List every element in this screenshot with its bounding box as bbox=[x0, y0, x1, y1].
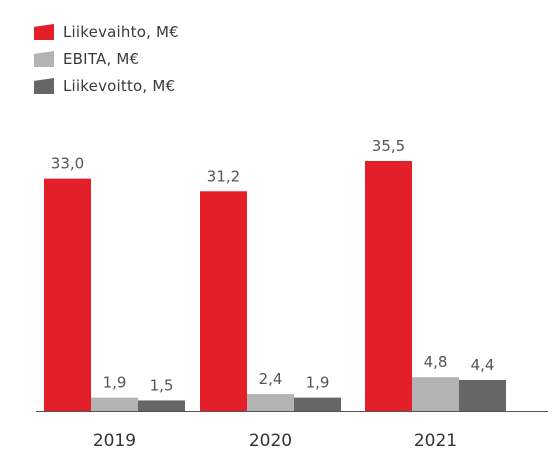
bar-liikevoitto-2020 bbox=[294, 397, 341, 411]
bar-liikevaihto-2021 bbox=[365, 161, 412, 411]
data-label-liikevaihto-2019: 33,0 bbox=[51, 155, 84, 173]
legend-item-ebita: EBITA, M€ bbox=[34, 47, 179, 71]
data-label-ebita-2020: 2,4 bbox=[259, 370, 283, 388]
x-tick-label-2020: 2020 bbox=[249, 431, 292, 451]
data-label-liikevaihto-2020: 31,2 bbox=[207, 167, 240, 185]
bar-ebita-2019 bbox=[91, 397, 138, 411]
chart-legend: Liikevaihto, M€ EBITA, M€ Liikevoitto, M… bbox=[34, 20, 179, 101]
legend-label-liikevaihto: Liikevaihto, M€ bbox=[63, 23, 179, 41]
x-tick-label-2019: 2019 bbox=[93, 431, 136, 451]
legend-label-ebita: EBITA, M€ bbox=[63, 50, 140, 68]
data-label-liikevoitto-2019: 1,5 bbox=[150, 376, 174, 394]
bar-liikevaihto-2020 bbox=[200, 191, 247, 411]
data-label-liikevoitto-2020: 1,9 bbox=[306, 374, 330, 392]
bar-ebita-2020 bbox=[247, 394, 294, 411]
bar-ebita-2021 bbox=[412, 377, 459, 411]
legend-swatch-liikevoitto bbox=[34, 78, 54, 94]
bar-liikevoitto-2019 bbox=[138, 400, 185, 411]
x-tick-label-2021: 2021 bbox=[414, 431, 457, 451]
legend-item-liikevoitto: Liikevoitto, M€ bbox=[34, 74, 179, 98]
bar-liikevaihto-2019 bbox=[44, 178, 91, 411]
legend-item-liikevaihto: Liikevaihto, M€ bbox=[34, 20, 179, 44]
bar-liikevoitto-2021 bbox=[459, 380, 506, 411]
data-label-ebita-2019: 1,9 bbox=[103, 374, 127, 392]
legend-swatch-ebita bbox=[34, 51, 54, 67]
legend-swatch-liikevaihto bbox=[34, 24, 54, 40]
data-label-ebita-2021: 4,8 bbox=[424, 353, 448, 371]
legend-label-liikevoitto: Liikevoitto, M€ bbox=[63, 77, 176, 95]
data-label-liikevaihto-2021: 35,5 bbox=[372, 137, 405, 155]
data-label-liikevoitto-2021: 4,4 bbox=[471, 356, 495, 374]
